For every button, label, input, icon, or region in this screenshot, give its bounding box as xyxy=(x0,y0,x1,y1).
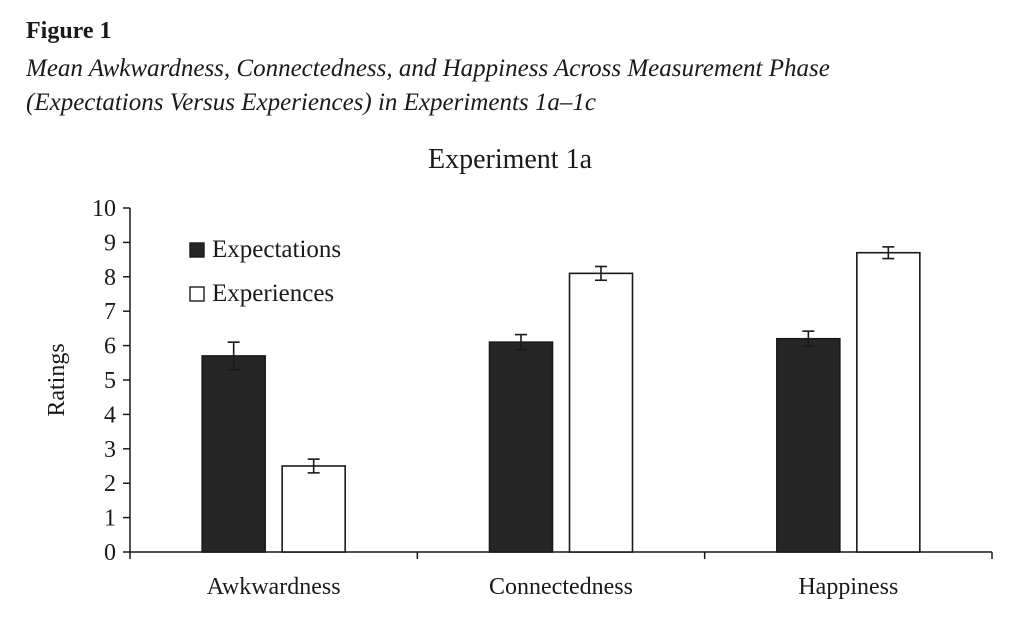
figure-caption-line-2: (Expectations Versus Experiences) in Exp… xyxy=(26,89,596,116)
x-category-label: Happiness xyxy=(798,574,898,600)
bar-experiences-happiness xyxy=(856,251,921,553)
y-tick-label: 5 xyxy=(104,368,116,394)
bar-expectations-awkwardness xyxy=(201,355,266,553)
y-tick-label: 1 xyxy=(104,506,116,532)
legend-swatch-expectations xyxy=(189,242,205,258)
y-tick-label: 0 xyxy=(104,540,116,566)
x-category-label: Connectedness xyxy=(489,574,633,600)
figure-caption-line-1: Mean Awkwardness, Connectedness, and Hap… xyxy=(26,55,830,82)
figure-caption: Mean Awkwardness, Connectedness, and Hap… xyxy=(26,52,1011,120)
bar-expectations-connectedness xyxy=(488,341,554,553)
legend-label-experiences: Experiences xyxy=(212,280,334,307)
plot-area: 0 1 2 3 4 5 6 7 8 9 10 Awkwardness Connectedness Happ… xyxy=(92,196,993,600)
y-tick-label: 9 xyxy=(104,230,116,256)
bar-expectations-happiness xyxy=(776,337,841,553)
figure-label: Figure 1 xyxy=(26,18,112,44)
y-tick-label: 7 xyxy=(104,299,116,325)
legend-label-expectations: Expectations xyxy=(212,236,341,263)
x-category-label: Awkwardness xyxy=(207,574,341,600)
y-tick-label: 6 xyxy=(104,334,116,360)
y-axis-label: Ratings xyxy=(44,343,70,416)
y-tick-label: 2 xyxy=(104,471,116,497)
y-tick-label: 10 xyxy=(92,196,116,222)
chart-title: Experiment 1a xyxy=(428,144,593,175)
bar-experiences-connectedness xyxy=(568,272,634,553)
legend: Expectations Experiences xyxy=(189,236,341,307)
y-tick-label: 3 xyxy=(104,437,116,463)
y-tick-label: 8 xyxy=(104,265,116,291)
y-tick-label: 4 xyxy=(104,402,116,428)
legend-swatch-experiences xyxy=(189,286,205,302)
bar-experiences-awkwardness xyxy=(281,465,346,553)
